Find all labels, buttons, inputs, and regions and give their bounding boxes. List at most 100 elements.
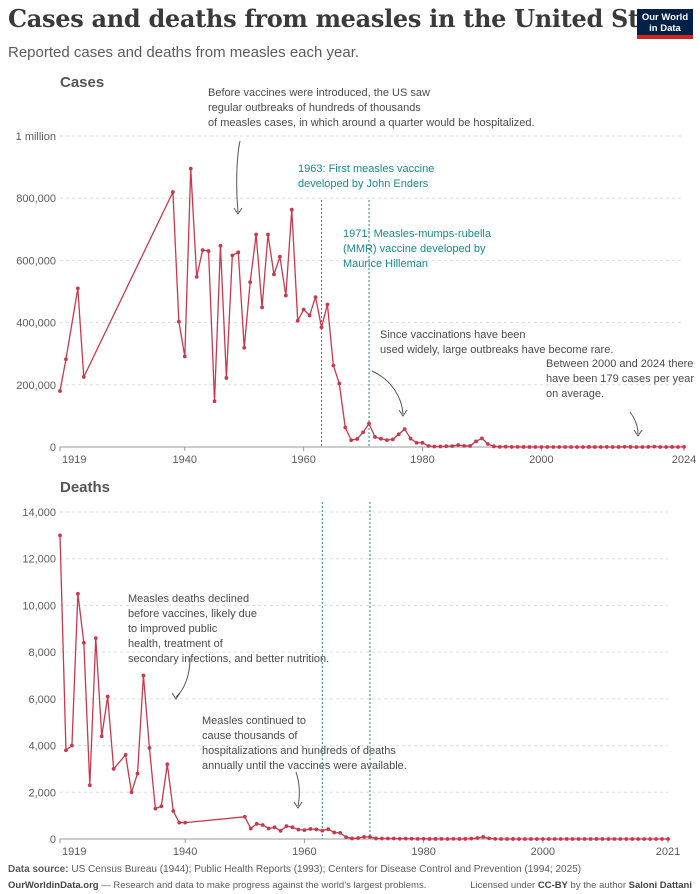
panel-1-data-point: [564, 837, 569, 841]
panel-1-data-point: [570, 837, 575, 841]
panel-0-data-point: [456, 443, 461, 447]
panel-0-data-point: [503, 444, 508, 449]
panel-1-data-point: [81, 640, 86, 645]
panel-0-data-point: [587, 445, 591, 449]
annotation-outbreaks-rare: Since vaccinations have been used widely,…: [380, 329, 613, 356]
owid-logo[interactable]: Our World in Data: [637, 9, 693, 39]
panel-1-data-point: [64, 748, 68, 753]
panel-0-data-point: [289, 207, 294, 212]
arrow-deaths-declined-head: [171, 692, 181, 700]
panel-1-data-point: [272, 825, 277, 830]
annotation-1971-mmr: 1971: Measles-mumps-rubella (MMR) vaccine…: [343, 228, 492, 270]
panel-1-series-line: [59, 535, 668, 840]
panel-1-data-point: [487, 836, 492, 841]
panel-1-title: Deaths: [60, 479, 110, 496]
license-credit: Licensed under CC-BY by the author Salon…: [470, 880, 692, 891]
panel-0-data-point: [236, 250, 241, 255]
panel-0-data-point: [515, 444, 520, 449]
arrow-prevaccine-head: [233, 207, 243, 215]
panel-1-data-point: [159, 804, 164, 809]
panel-0-data-point: [438, 444, 443, 449]
panel-0-data-point: [331, 363, 336, 368]
panel-1-y-tick-label: 12,000: [22, 554, 56, 566]
panel-0-data-point: [622, 444, 627, 449]
panel-1-data-point: [576, 837, 581, 841]
arrow-2000-2024-head: [633, 429, 643, 437]
panel-1-data-point: [320, 828, 325, 833]
panel-1-data-point: [409, 836, 414, 841]
panel-0-data-point: [218, 243, 223, 248]
panel-1-data-point: [439, 837, 444, 841]
panel-0-data-point: [367, 421, 371, 426]
panel-1-data-point: [284, 824, 289, 829]
panel-1-data-point: [254, 821, 259, 826]
panel-1-data-point: [314, 827, 319, 832]
panel-0-title: Cases: [60, 74, 104, 91]
annotation-deaths-continued: Measles continued to cause thousands of ho…: [202, 715, 407, 772]
site-credit: OurWorldinData.org — Research and data t…: [8, 880, 426, 891]
panel-1-data-point: [308, 827, 313, 831]
panel-0-data-point: [628, 445, 633, 449]
panel-0-data-point: [533, 445, 538, 449]
panel-0-data-point: [379, 436, 383, 441]
panel-1-x-tick-label: 1940: [173, 846, 197, 858]
panel-0-data-point: [260, 305, 264, 310]
panel-0-data-point: [254, 232, 259, 237]
panel-1-data-point: [344, 835, 349, 840]
panel-1-data-point: [648, 837, 653, 841]
panel-0-data-point: [325, 302, 330, 307]
panel-1-y-tick-label: 4,000: [28, 741, 56, 753]
panel-0-data-point: [64, 357, 68, 362]
panel-0-data-point: [230, 253, 235, 258]
author-name: Saloni Dattani: [628, 880, 692, 891]
panel-1-data-point: [374, 836, 378, 841]
page-title: Cases and deaths from measles in the Uni…: [8, 4, 694, 33]
panel-0-data-point: [194, 274, 199, 279]
arrow-deaths-continued-head: [293, 801, 303, 809]
logo-line-2: in Data: [649, 23, 681, 34]
panel-0-data-point: [444, 444, 449, 449]
panel-1-x-tick-label: 2000: [531, 846, 555, 858]
panel-0-y-tick-label: 1 million: [16, 131, 56, 143]
site-link[interactable]: OurWorldinData.org: [8, 880, 99, 891]
panel-0-data-point: [545, 445, 550, 449]
panel-0-x-tick-label: 1980: [410, 454, 434, 466]
panel-1-data-point: [588, 837, 593, 841]
panel-1-data-point: [600, 837, 605, 841]
panel-1-data-point: [493, 837, 498, 841]
panel-0-data-point: [575, 445, 579, 449]
panel-1-data-point: [332, 830, 337, 835]
page-subtitle: Reported cases and deaths from measles e…: [8, 44, 360, 61]
panel-1-x-tick-label: 1960: [292, 846, 316, 858]
panel-1-data-point: [278, 828, 283, 833]
annotation-prevaccine-outbreaks: Before vaccines were introduced, the US …: [208, 87, 535, 129]
panel-0-x-tick-label: 2000: [529, 454, 553, 466]
panel-1-data-point: [242, 814, 247, 819]
license-link[interactable]: CC-BY: [537, 880, 568, 891]
panel-0-x-tick-label: 2024: [672, 454, 696, 466]
panel-0-data-point: [283, 293, 288, 298]
panel-0-data-point: [212, 399, 217, 404]
panel-0-data-point: [182, 354, 187, 359]
panel-0-data-point: [200, 248, 205, 253]
panel-0-data-point: [485, 442, 490, 446]
panel-0-data-point: [521, 445, 526, 449]
panel-0-data-point: [277, 254, 282, 259]
panel-1-data-point: [153, 806, 158, 811]
panel-1-data-point: [582, 837, 587, 841]
panel-1-data-point: [660, 837, 664, 841]
panel-0-data-point: [640, 445, 645, 449]
panel-1-data-point: [350, 836, 354, 841]
panel-1-data-point: [397, 836, 402, 841]
panel-0-data-point: [313, 295, 318, 299]
panel-1-data-point: [70, 743, 74, 748]
data-source-label: Data source:: [8, 864, 69, 875]
panel-0-data-point: [604, 445, 609, 449]
panel-1-data-point: [558, 837, 563, 841]
panel-0-data-point: [539, 445, 544, 449]
panel-0-data-point: [557, 445, 562, 449]
panel-1-data-point: [87, 783, 92, 788]
panel-0-y-tick-label: 200,000: [16, 380, 56, 392]
panel-1-data-point: [606, 837, 611, 841]
panel-1-data-point: [654, 837, 658, 841]
